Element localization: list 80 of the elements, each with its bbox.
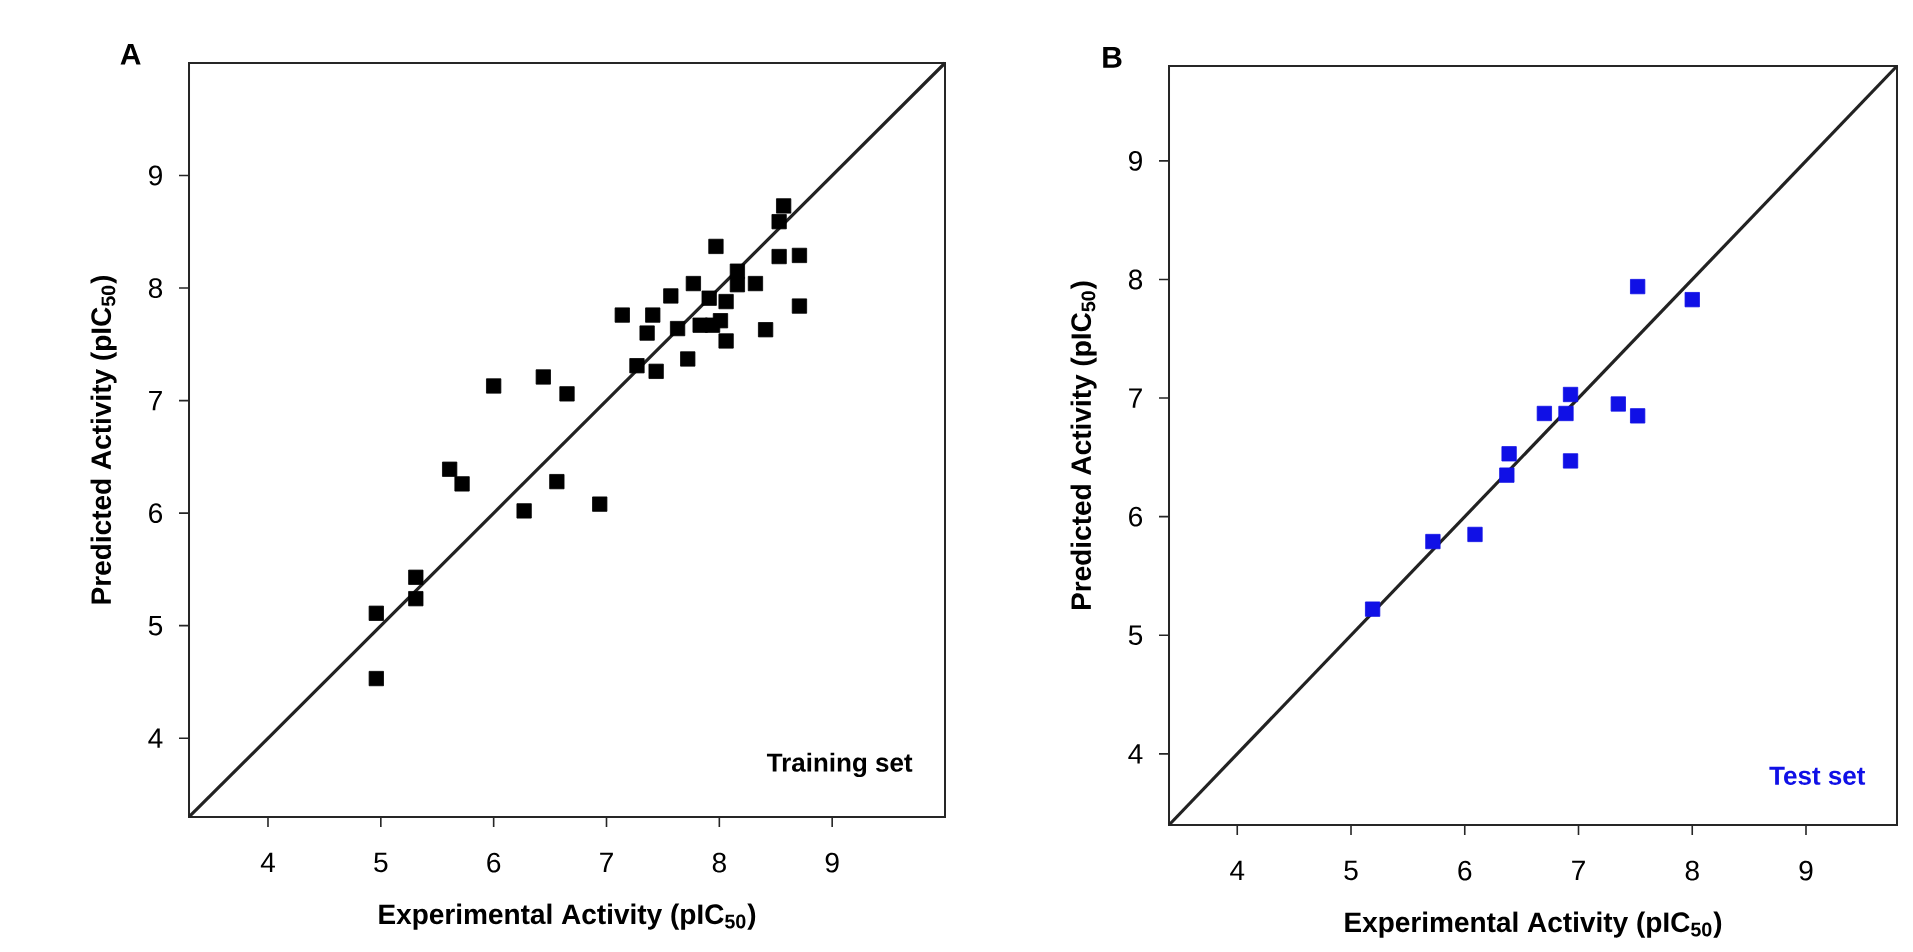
point xyxy=(1630,278,1646,295)
point xyxy=(771,214,787,230)
point xyxy=(1610,396,1626,412)
chart-title: A xyxy=(120,43,141,65)
chart-title: B xyxy=(1103,47,1122,68)
point xyxy=(1684,292,1700,308)
point xyxy=(1562,386,1579,403)
y-tick-label: 9 xyxy=(149,165,162,186)
point xyxy=(708,238,724,255)
x-tick-label: 5 xyxy=(374,852,388,873)
y-tick-label: 4 xyxy=(148,728,163,748)
point xyxy=(729,277,745,293)
x-tick-label: 5 xyxy=(1344,860,1358,881)
x-axis-title: Experimental Activity (pIC$_{50}$) xyxy=(379,903,756,930)
point xyxy=(592,496,608,512)
point xyxy=(1501,446,1517,462)
point xyxy=(669,320,686,337)
point xyxy=(535,369,551,385)
x-tick-label: 8 xyxy=(1685,860,1699,881)
point xyxy=(747,275,764,292)
point xyxy=(549,474,565,490)
point xyxy=(776,198,792,214)
x-tick-label: 6 xyxy=(487,852,501,873)
point xyxy=(718,293,734,310)
point xyxy=(614,307,630,323)
point xyxy=(663,288,679,304)
y-tick-label: 8 xyxy=(1128,269,1143,290)
point xyxy=(486,378,502,394)
point xyxy=(1365,601,1381,617)
point xyxy=(368,605,384,621)
x-tick-label: 4 xyxy=(260,852,275,872)
x-axis-title: Experimental Activity (pIC$_{50}$) xyxy=(1345,911,1722,938)
annotation: Training set xyxy=(766,752,913,778)
y-axis-title: Predicted Activity (pIC$_{50}$) xyxy=(90,275,117,604)
y-tick-label: 5 xyxy=(1128,625,1143,646)
point xyxy=(454,476,470,492)
y-tick-label: 9 xyxy=(1129,150,1142,171)
y-axis-title: Predicted Activity (pIC$_{50}$) xyxy=(1070,281,1097,610)
point xyxy=(1467,526,1483,543)
point xyxy=(1558,405,1574,422)
point xyxy=(718,333,734,349)
point xyxy=(701,290,717,306)
point xyxy=(629,358,645,374)
y-tick-label: 5 xyxy=(148,615,163,636)
point xyxy=(757,322,774,338)
y-tick-label: 7 xyxy=(149,390,162,411)
x-tick-label: 4 xyxy=(1230,860,1245,880)
point xyxy=(1536,405,1552,422)
point xyxy=(368,670,384,687)
point xyxy=(712,313,729,329)
point xyxy=(791,247,808,264)
point xyxy=(645,307,661,323)
point xyxy=(1562,453,1579,469)
point xyxy=(408,591,424,607)
point xyxy=(559,386,575,402)
point xyxy=(1425,533,1441,550)
x-tick-label: 9 xyxy=(1799,860,1813,881)
y-tick-label: 6 xyxy=(149,503,163,524)
point xyxy=(729,263,745,279)
x-tick-label: 7 xyxy=(1572,860,1585,880)
point xyxy=(648,363,664,379)
point xyxy=(516,503,532,519)
y-tick-label: 7 xyxy=(1129,388,1142,408)
point xyxy=(1630,408,1646,424)
annotation: Test set xyxy=(1769,766,1866,785)
x-tick-label: 9 xyxy=(825,852,839,873)
y-tick-label: 4 xyxy=(1128,744,1143,764)
point xyxy=(639,325,655,341)
point xyxy=(771,248,787,265)
y-tick-label: 6 xyxy=(1129,506,1143,527)
x-tick-label: 6 xyxy=(1458,860,1472,881)
point xyxy=(685,275,701,292)
point xyxy=(408,569,424,585)
point xyxy=(1499,467,1515,483)
y-tick-label: 8 xyxy=(148,278,163,298)
x-tick-label: 7 xyxy=(600,852,613,872)
point xyxy=(680,351,696,367)
x-tick-label: 8 xyxy=(712,852,726,873)
point xyxy=(791,298,808,314)
point xyxy=(442,461,458,477)
